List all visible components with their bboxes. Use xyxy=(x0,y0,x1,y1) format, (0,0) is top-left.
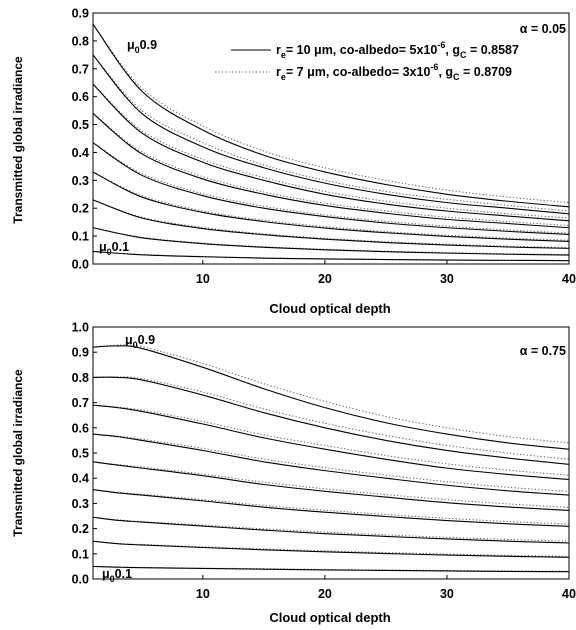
bottom-x-tick-label: 40 xyxy=(562,587,576,601)
bottom-x-tick-label: 10 xyxy=(196,587,210,601)
top-series-dotted-mu0.9 xyxy=(92,23,570,204)
bottom-series-dotted-mu0.3 xyxy=(92,516,570,542)
bottom-mu-bottom-label: μ00.1 xyxy=(102,567,132,584)
bottom-series-dotted-mu0.5 xyxy=(92,461,570,508)
top-mu-top-label: μ00.9 xyxy=(127,38,157,55)
bottom-y-axis-label: Transmitted global irradiance xyxy=(11,369,25,537)
bottom-y-tick-labels: 0.0 0.1 0.2 0.3 0.4 0.5 0.6 0.7 0.8 0.9 1.0 xyxy=(72,321,97,587)
bottom-mu-top-label: μ00.9 xyxy=(125,333,155,350)
bottom-y-tick-label: 0.2 xyxy=(72,522,89,536)
bottom-series-dotted-mu0.9 xyxy=(92,344,570,444)
top-mu-top-value: 0.9 xyxy=(140,38,157,52)
legend-solid-label: re= 10 μm, co-albedo= 5x10-6, gC = 0.858… xyxy=(276,40,519,60)
top-series-solid-mu0.8 xyxy=(92,54,570,215)
top-series-solid-mu0.2 xyxy=(92,227,570,256)
top-alpha-label: α = 0.05 xyxy=(520,22,566,36)
top-y-tick-label: 0.0 xyxy=(72,258,89,272)
bottom-series-solid-mu0.5 xyxy=(92,461,570,512)
top-series-solid-mu0.9 xyxy=(92,23,570,208)
top-series-solid-mu0.5 xyxy=(92,142,570,235)
top-series-dotted-mu0.5 xyxy=(92,142,570,234)
top-series-dotted-mu0.3 xyxy=(92,199,570,249)
bottom-series-solid-mu0.2 xyxy=(92,540,570,558)
bottom-x-axis-label: Cloud optical depth xyxy=(269,610,390,625)
bottom-series-solid-mu0.8 xyxy=(92,376,570,465)
bottom-series-dotted-mu0.8 xyxy=(92,376,570,460)
bottom-y-tick-label: 0.3 xyxy=(72,497,89,511)
legend-dotted-label: re= 7 μm, co-albedo= 3x10-6, gC = 0.8709 xyxy=(276,62,512,82)
top-y-tick-label: 0.7 xyxy=(72,62,89,76)
top-x-tick-labels: 10 20 30 40 xyxy=(196,260,576,286)
bottom-curves xyxy=(92,344,570,573)
top-y-tick-label: 0.6 xyxy=(72,90,89,104)
bottom-series-dotted-mu0.2 xyxy=(92,540,570,557)
bottom-series-dotted-mu0.7 xyxy=(92,404,570,476)
top-y-tick-labels: 0.0 0.1 0.2 0.3 0.4 0.5 0.6 0.7 0.8 0.9 xyxy=(72,7,97,272)
top-plot-frame xyxy=(92,12,570,265)
bottom-series-dotted-mu0.6 xyxy=(92,433,570,493)
bottom-series-dotted-mu0.4 xyxy=(92,489,570,525)
bottom-y-tick-label: 0.1 xyxy=(72,547,89,561)
top-mu-bottom-value: 0.1 xyxy=(112,240,129,254)
top-chart: 0.00.10.20.30.40.50.60.70.80.9 10 20 30 40 … xyxy=(11,7,576,317)
bottom-x-tick-labels: 10 20 30 40 xyxy=(196,575,576,601)
top-y-tick-label: 0.8 xyxy=(72,34,89,48)
top-y-tick-label: 0.4 xyxy=(72,146,89,160)
top-series-solid-mu0.1 xyxy=(92,250,570,262)
bottom-x-tick-label: 30 xyxy=(440,587,454,601)
top-y-tick-label: 0.2 xyxy=(72,202,89,216)
top-y-tick-label: 0.1 xyxy=(72,230,89,244)
bottom-y-tick-label: 0.9 xyxy=(72,346,89,360)
bottom-series-solid-mu0.7 xyxy=(92,404,570,481)
top-x-tick-label: 10 xyxy=(196,272,210,286)
bottom-series-solid-mu0.1 xyxy=(92,565,570,573)
bottom-x-tick-label: 20 xyxy=(318,587,332,601)
bottom-y-tick-label: 0.8 xyxy=(72,371,89,385)
bottom-y-tick-label: 1.0 xyxy=(72,321,89,335)
bottom-series-solid-mu0.4 xyxy=(92,488,570,527)
bottom-mu-top-value: 0.9 xyxy=(138,333,155,347)
bottom-chart: 0.0 0.1 0.2 0.3 0.4 0.5 0.6 0.7 0.8 0.9 1.0 10 20 30… xyxy=(11,321,576,626)
bottom-y-tick-label: 0.4 xyxy=(72,472,89,486)
top-y-tick-label: 0.3 xyxy=(72,174,89,188)
top-x-tick-label: 30 xyxy=(440,272,454,286)
bottom-y-tick-label: 0.5 xyxy=(72,447,89,461)
bottom-alpha-label: α = 0.75 xyxy=(520,344,566,358)
top-series-dotted-mu0.4 xyxy=(92,171,570,241)
top-series-dotted-mu0.7 xyxy=(92,83,570,219)
bottom-mu-bottom-value: 0.1 xyxy=(115,567,132,581)
top-y-axis-label: Transmitted global irradiance xyxy=(11,56,25,224)
top-y-tick-label: 0.5 xyxy=(72,118,89,132)
top-x-tick-label: 40 xyxy=(562,272,576,286)
top-series-solid-mu0.6 xyxy=(92,112,570,229)
top-series-solid-mu0.7 xyxy=(92,83,570,222)
bottom-series-solid-mu0.6 xyxy=(92,433,570,496)
top-x-axis-label: Cloud optical depth xyxy=(269,301,390,316)
bottom-series-solid-mu0.9 xyxy=(92,345,570,450)
bottom-y-tick-label: 0.7 xyxy=(72,396,89,410)
top-series-solid-mu0.3 xyxy=(92,199,570,249)
top-series-dotted-mu0.6 xyxy=(92,113,570,227)
top-legend: re= 10 μm, co-albedo= 5x10-6, gC = 0.858… xyxy=(215,40,519,82)
top-curves xyxy=(92,23,570,262)
top-series-dotted-mu0.8 xyxy=(92,54,570,212)
top-mu-bottom-label: μ00.1 xyxy=(99,240,129,257)
bottom-y-tick-label: 0.0 xyxy=(72,573,89,587)
bottom-series-solid-mu0.3 xyxy=(92,516,570,544)
top-series-solid-mu0.4 xyxy=(92,171,570,242)
top-x-tick-label: 20 xyxy=(318,272,332,286)
top-y-tick-label: 0.9 xyxy=(72,7,89,21)
bottom-y-tick-label: 0.6 xyxy=(72,421,89,435)
